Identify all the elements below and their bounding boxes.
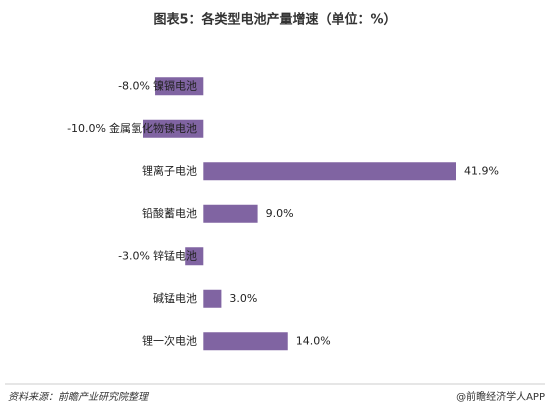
category-label: 锌锰电池 — [153, 248, 197, 262]
category-label: 铅酸蓄电池 — [142, 206, 197, 220]
value-label: -10.0% — [67, 122, 106, 135]
category-label: 锂离子电池 — [142, 163, 197, 177]
value-label: -8.0% — [118, 79, 150, 92]
credit: @前瞻经济学人APP — [456, 390, 545, 403]
bar — [155, 77, 204, 96]
value-label: 41.9% — [464, 164, 499, 177]
bar — [143, 119, 204, 138]
value-label: 3.0% — [229, 292, 257, 305]
bar — [203, 204, 258, 223]
category-label: 镍镉电池 — [153, 78, 197, 92]
value-label: -3.0% — [118, 249, 150, 262]
category-label: 碱锰电池 — [153, 291, 197, 305]
category-label: 金属氢化物镍电池 — [109, 121, 197, 135]
source: 资料来源：前瞻产业研究院整理 — [8, 391, 150, 403]
value-label: 9.0% — [266, 207, 294, 220]
value-label: 14.0% — [296, 334, 331, 347]
bar — [203, 332, 288, 351]
bar — [185, 247, 204, 266]
chart-title: 图表5：各类型电池产量增速（单位：%） — [153, 12, 396, 28]
bar — [203, 162, 456, 181]
bar — [203, 289, 222, 308]
category-label: 锂一次电池 — [142, 333, 197, 347]
